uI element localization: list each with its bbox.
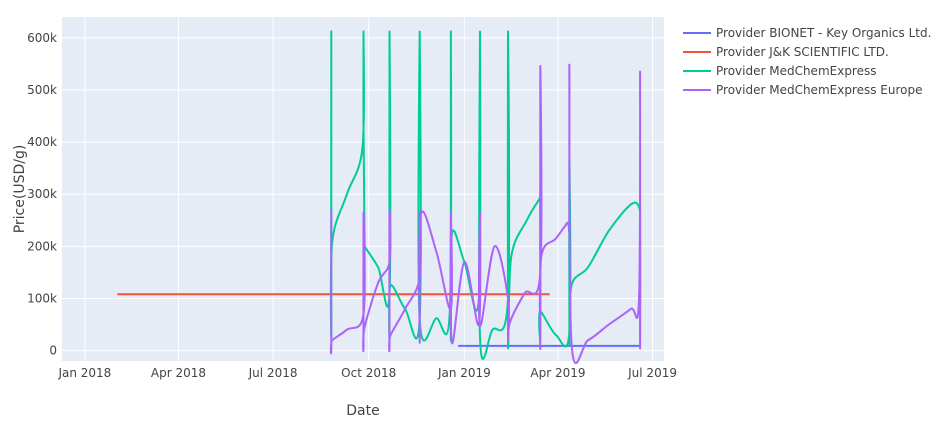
x-axis-title: Date [346, 403, 379, 419]
y-tick-label: 200k [27, 239, 57, 253]
y-tick-label: 600k [27, 31, 57, 45]
legend-label: Provider MedChemExpress [716, 64, 877, 78]
y-axis-ticks: 0 100k 200k 300k 400k 500k 600k [27, 31, 57, 358]
x-tick-label: Jan 2019 [437, 366, 491, 380]
x-tick-label: Jul 2018 [248, 366, 298, 380]
legend-item[interactable]: Provider MedChemExpress Europe [683, 83, 923, 97]
legend-item[interactable]: Provider J&K SCIENTIFIC LTD. [683, 45, 889, 59]
x-tick-label: Jul 2019 [627, 366, 677, 380]
legend-label: Provider MedChemExpress Europe [716, 83, 923, 97]
series-lines [117, 30, 642, 364]
y-tick-label: 0 [49, 344, 57, 358]
x-axis-ticks: Jan 2018 Apr 2018 Jul 2018 Oct 2018 Jan 2019… [57, 366, 677, 380]
y-axis-title: Price(USD/g) [12, 145, 28, 234]
y-tick-label: 300k [27, 187, 57, 201]
legend-label: Provider J&K SCIENTIFIC LTD. [716, 45, 889, 59]
x-tick-label: Oct 2018 [341, 366, 396, 380]
legend-item[interactable]: Provider BIONET - Key Organics Ltd. [683, 26, 931, 40]
y-tick-label: 400k [27, 135, 57, 149]
legend-item[interactable]: Provider MedChemExpress [683, 64, 877, 78]
series-line [329, 63, 642, 364]
x-tick-label: Jan 2018 [57, 366, 111, 380]
y-tick-label: 100k [27, 291, 57, 305]
x-tick-label: Apr 2019 [530, 366, 585, 380]
legend-label: Provider BIONET - Key Organics Ltd. [716, 26, 931, 40]
legend: Provider BIONET - Key Organics Ltd. Provi… [683, 26, 931, 97]
y-tick-label: 500k [27, 83, 57, 97]
x-tick-label: Apr 2018 [151, 366, 206, 380]
